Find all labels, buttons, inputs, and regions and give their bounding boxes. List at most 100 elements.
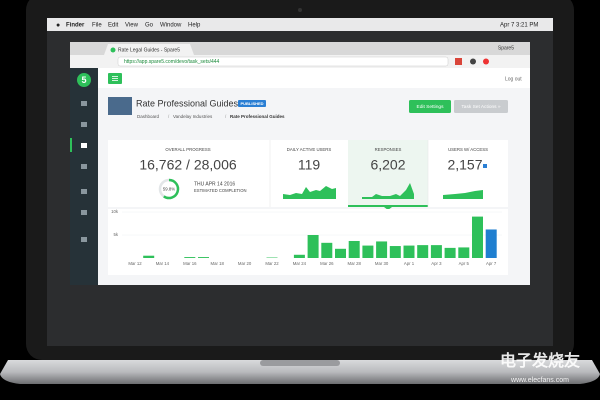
bar [198, 257, 209, 258]
button[interactable] [454, 100, 508, 113]
bar [444, 247, 456, 258]
stat-label: RESPONSES [375, 147, 402, 152]
address-bar[interactable] [117, 56, 449, 67]
breadcrumb[interactable]: Dashboard [137, 114, 160, 119]
logo[interactable] [77, 73, 91, 87]
button-label[interactable]: Edit Settings [417, 104, 445, 110]
status-text: PUBLISHED [240, 101, 263, 106]
y-tick-label: 5k [113, 232, 118, 237]
logout[interactable]: Log out [505, 76, 522, 82]
nav-icon[interactable] [81, 189, 87, 194]
extension-icon[interactable] [455, 58, 462, 65]
stat-value: 119 [298, 157, 321, 173]
tab-title[interactable]: Rate Legal Guides - Spare5 [118, 47, 180, 53]
tab-favicon [110, 47, 116, 53]
watermark-url: www.elecfans.com [510, 377, 569, 384]
x-tick-label: Mar 26 [320, 261, 334, 266]
x-tick-label: Apr 7 [486, 261, 497, 266]
x-tick-label: Mar 24 [293, 261, 307, 266]
tab[interactable] [104, 44, 194, 55]
bar [376, 241, 388, 258]
x-tick-label: Apr 1 [404, 261, 415, 266]
menu-item[interactable]: File [92, 23, 102, 29]
x-tick-label: Mar 20 [238, 261, 252, 266]
bar [458, 247, 470, 258]
button[interactable] [409, 100, 451, 113]
bar [184, 257, 196, 258]
stat-card-active[interactable] [348, 140, 428, 207]
menu-app[interactable]: Finder [66, 23, 85, 29]
laptop-notch [260, 360, 340, 366]
bar [430, 245, 442, 258]
menu-item[interactable]: Edit [108, 23, 119, 29]
active-indicator [348, 205, 428, 207]
x-tick-label: Apr 5 [459, 261, 470, 266]
x-tick-label: Mar 22 [265, 261, 279, 266]
page-title: Rate Professional Guides [136, 98, 239, 108]
nav-icon[interactable] [81, 143, 87, 148]
logo-text[interactable]: 5 [81, 75, 86, 85]
menu-item[interactable]: Window [160, 23, 182, 29]
stat-value: 2,157 [447, 157, 482, 173]
nav-icon[interactable] [81, 122, 87, 127]
sparkline [443, 190, 483, 199]
top-bar [98, 68, 530, 88]
active-pointer [384, 207, 392, 210]
stat-label: DAILY ACTIVE USERS [287, 147, 332, 152]
camera [298, 8, 302, 12]
nav-icon[interactable] [81, 164, 87, 169]
nav-icon[interactable] [81, 237, 87, 242]
bar [307, 235, 319, 258]
sparkline [362, 183, 414, 199]
x-tick-label: Mar 16 [183, 261, 197, 266]
completion-label: ESTIMATED COMPLETION [194, 188, 247, 193]
x-tick-label: Mar 28 [348, 261, 362, 266]
bar [143, 255, 155, 258]
x-tick-label: Mar 12 [128, 261, 142, 266]
extension-icon[interactable] [483, 58, 489, 65]
bar [293, 254, 305, 258]
stat-value: 6,202 [370, 157, 405, 173]
x-tick-label: Mar 14 [156, 261, 170, 266]
x-tick-label: Mar 30 [375, 261, 389, 266]
chart: 5k 10k Mar 12 Mar 14 Mar 16 Mar 18 Mar 20 Mar 2… [111, 209, 502, 266]
laptop-base [0, 360, 600, 384]
menu-item[interactable]: Help [188, 23, 201, 29]
sparkline [283, 186, 336, 199]
menu-item[interactable]: View [125, 23, 139, 29]
menu-clock: Apr 7 3:21 PM [500, 23, 538, 29]
url[interactable]: https://app.spare5.com/devo/task_sets/44… [124, 59, 220, 65]
extension-icon[interactable] [470, 58, 476, 65]
bar [335, 248, 346, 258]
menu-item[interactable]: Go [145, 23, 154, 29]
button-label[interactable]: Task Set Actions » [461, 104, 501, 110]
bar [321, 242, 333, 258]
breadcrumb-sep: / [168, 114, 170, 119]
bar [417, 245, 429, 258]
bar [485, 229, 497, 258]
bar [362, 245, 374, 258]
nav-icon[interactable] [81, 101, 87, 106]
stat-label: USERS W/ ACCESS [448, 147, 488, 152]
sidebar-icons [81, 101, 87, 242]
bar [389, 246, 401, 258]
bar [472, 216, 483, 258]
status-badge [238, 100, 266, 107]
stat-value: 16,762 / 28,006 [139, 157, 237, 173]
task-image [108, 97, 132, 115]
profile[interactable]: Spare5 [498, 45, 514, 51]
menu-bar [47, 18, 553, 31]
x-tick-label: Apr 3 [431, 261, 442, 266]
info-icon[interactable] [483, 164, 487, 168]
completion-date: THU APR 14 2016 [194, 181, 235, 187]
menu-button-icon [112, 76, 118, 81]
stat-label: OVERALL PROGRESS [165, 147, 210, 152]
watermark-title: 电子发烧友 [500, 351, 581, 370]
breadcrumb: Rate Professional Guides [230, 114, 285, 119]
breadcrumb[interactable]: Vandelay Industries [173, 114, 213, 119]
nav-icon[interactable] [81, 210, 87, 215]
progress-arc [163, 178, 180, 200]
